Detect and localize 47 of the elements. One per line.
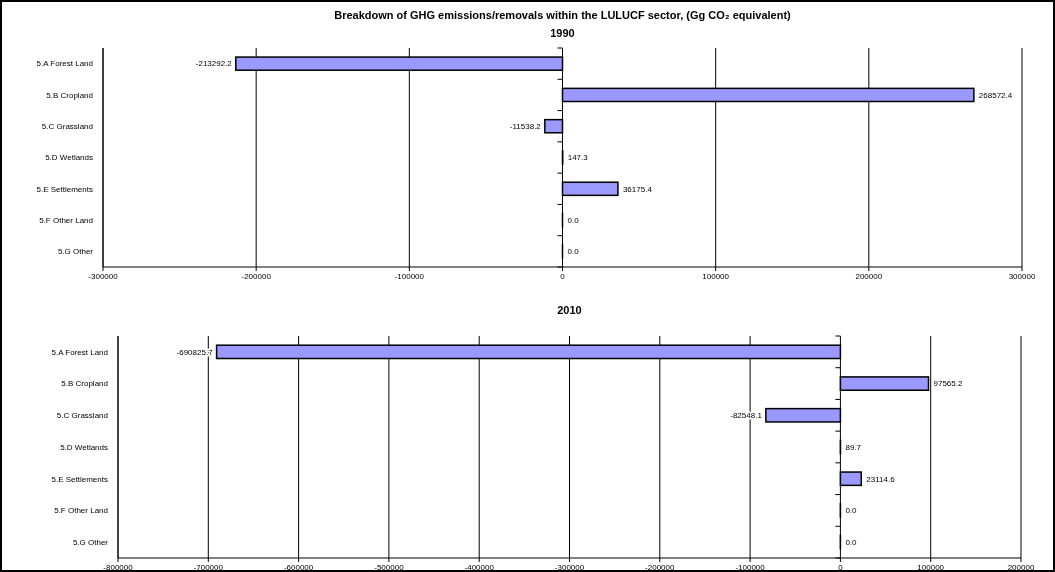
y-tick-label: 5.G Other bbox=[72, 537, 109, 547]
x-tick-label: -100000 bbox=[394, 272, 425, 281]
y-tick-label: 5.C Grassland bbox=[56, 411, 108, 421]
x-tick-label: -300000 bbox=[554, 563, 585, 572]
data-label: 36175.4 bbox=[622, 184, 653, 194]
chart-subtitle: 1990 bbox=[550, 27, 575, 39]
x-tick-label: -400000 bbox=[464, 563, 495, 572]
data-label: 0.0 bbox=[845, 537, 858, 547]
data-label: -11538.2 bbox=[509, 122, 542, 132]
y-tick-label: 5.F Other Land bbox=[39, 215, 93, 225]
x-tick-label: -800000 bbox=[103, 563, 134, 572]
data-label: 0.0 bbox=[567, 215, 580, 225]
data-label: 147.3 bbox=[567, 153, 589, 163]
x-tick-label: -500000 bbox=[374, 563, 405, 572]
x-tick-label: 100000 bbox=[702, 272, 730, 281]
data-label: 97565.2 bbox=[933, 379, 963, 389]
data-label: 0.0 bbox=[845, 506, 858, 516]
y-tick-label: 5.G Other bbox=[57, 247, 94, 257]
y-tick-label: 5.A Forest Land bbox=[36, 59, 93, 69]
y-tick-label: 5.D Wetlands bbox=[60, 442, 108, 452]
y-tick-label: 5.B Cropland bbox=[61, 379, 108, 389]
data-label: 89.7 bbox=[845, 442, 862, 452]
y-tick-label: 5.E Settlements bbox=[36, 184, 93, 194]
data-label: 268572.4 bbox=[978, 90, 1013, 100]
chart-title: 2010 bbox=[557, 304, 582, 316]
x-tick-label: 100000 bbox=[917, 563, 945, 572]
y-tick-label: 5.D Wetlands bbox=[45, 153, 93, 163]
x-tick-label: -300000 bbox=[88, 272, 119, 281]
y-tick-label: 5.C Grassland bbox=[41, 122, 93, 132]
y-tick-label: 5.B Cropland bbox=[46, 90, 93, 100]
x-tick-label: 200000 bbox=[1007, 563, 1035, 572]
x-tick-label: 0 bbox=[560, 272, 566, 281]
data-label: 0.0 bbox=[567, 247, 580, 257]
data-label: 23114.6 bbox=[866, 474, 896, 484]
x-tick-label: 300000 bbox=[1008, 272, 1036, 281]
x-tick-label: -200000 bbox=[241, 272, 272, 281]
chart-title: Breakdown of GHG emissions/removals within the LULUCF sector, (Gg CO₂ equivalent) bbox=[334, 9, 792, 21]
x-tick-label: -100000 bbox=[735, 563, 766, 572]
x-tick-label: 200000 bbox=[855, 272, 883, 281]
x-tick-label: -200000 bbox=[645, 563, 676, 572]
x-tick-label: 0 bbox=[838, 563, 844, 572]
y-tick-label: 5.A Forest Land bbox=[51, 347, 108, 357]
x-tick-label: -700000 bbox=[193, 563, 224, 572]
x-tick-label: -600000 bbox=[283, 563, 314, 572]
y-tick-label: 5.E Settlements bbox=[51, 474, 108, 484]
data-label: -213292.2 bbox=[195, 59, 233, 69]
y-tick-label: 5.F Other Land bbox=[54, 506, 108, 516]
